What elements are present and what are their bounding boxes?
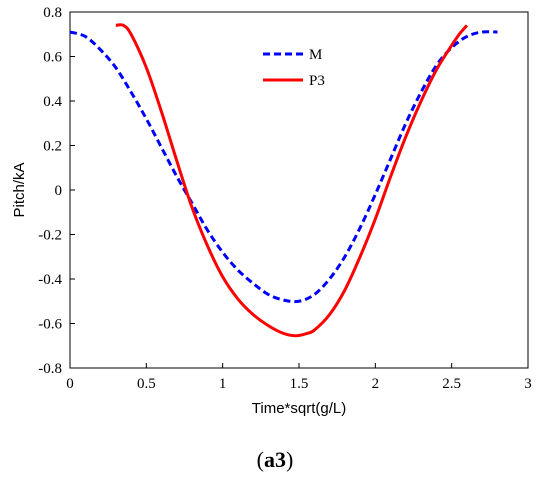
series-line-p3 [115,23,469,338]
legend: M P3 [263,47,325,89]
x-tick-label: 1.5 [290,376,309,392]
y-tick-label: 0.6 [43,50,62,66]
x-tick-label: 0 [66,376,74,392]
y-tick-label: 0.2 [43,139,62,155]
x-tick-label: 3 [524,376,532,392]
x-axis-label: Time*sqrt(g/L) [252,400,346,417]
figure-caption: (a3) [0,447,550,473]
x-tick-label: 2 [372,376,380,392]
series-layer [69,23,498,338]
y-tick-label: -0.2 [38,228,62,244]
y-tick-label: 0 [55,183,63,199]
y-tick-label: -0.4 [38,272,62,288]
y-tick-label: 0.4 [43,94,62,110]
legend-label-m: M [309,47,322,63]
caption-open-paren: ( [256,447,264,472]
line-chart: 0 0.5 1 1.5 2 2.5 3 0.8 0.6 0.4 0.2 0 -0.2 -0.4 -0.6 -0… [11,5,532,417]
series-line-m [69,30,498,304]
caption-label: a3 [264,447,286,472]
plot-axes: 0 0.5 1 1.5 2 2.5 3 0.8 0.6 0.4 0.2 0 -0.2 -0.4 -0.6 -0… [38,5,532,392]
plot-frame [69,11,529,369]
x-tick-label: 0.5 [137,376,156,392]
y-axis-label: Pitch/kA [11,162,28,217]
y-tick-label: 0.8 [43,5,62,21]
x-tick-label: 1 [219,376,227,392]
y-tick-label: -0.8 [38,361,62,377]
caption-close-paren: ) [286,447,294,472]
legend-label-p3: P3 [309,73,325,89]
y-tick-label: -0.6 [38,317,62,333]
x-tick-label: 2.5 [442,376,461,392]
